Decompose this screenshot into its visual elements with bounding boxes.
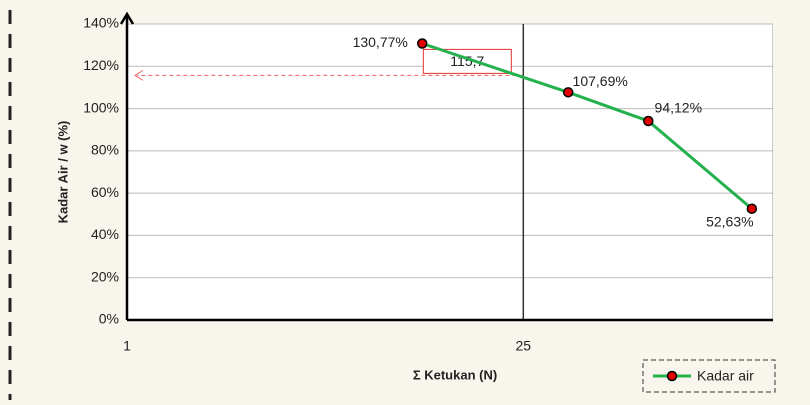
point	[416, 38, 428, 49]
legend-box	[642, 359, 776, 393]
y-tick-label: 120%	[83, 57, 119, 73]
data-label: 130,77%	[353, 34, 408, 50]
legend-marker	[666, 370, 678, 382]
y-tick-label: 140%	[83, 15, 119, 31]
y-axis-label: Kadar Air / w (%)	[55, 121, 70, 224]
point	[643, 115, 654, 127]
y-tick-label: 60%	[91, 184, 119, 200]
y-tick-label: 20%	[91, 268, 119, 284]
y-axis-arrow	[119, 11, 135, 25]
point	[746, 203, 758, 214]
data-label: 94,12%	[655, 100, 702, 116]
y-tick-label: 100%	[83, 99, 119, 115]
data-label: 52,63%	[706, 213, 753, 229]
series-line	[421, 42, 753, 210]
legend-label: Kadar air	[697, 368, 754, 384]
data-label: 107,69%	[573, 73, 628, 89]
x-tick-label: 1	[123, 338, 131, 354]
point	[562, 87, 574, 98]
x-axis-label: Σ Ketukan (N)	[413, 367, 497, 382]
plot-border	[772, 24, 773, 320]
y-tick-label: 40%	[91, 226, 119, 242]
x-tick-label: 25	[516, 338, 532, 354]
y-tick-label: 0%	[99, 311, 119, 327]
y-tick-label: 80%	[91, 142, 119, 158]
arrow-head	[134, 69, 144, 81]
